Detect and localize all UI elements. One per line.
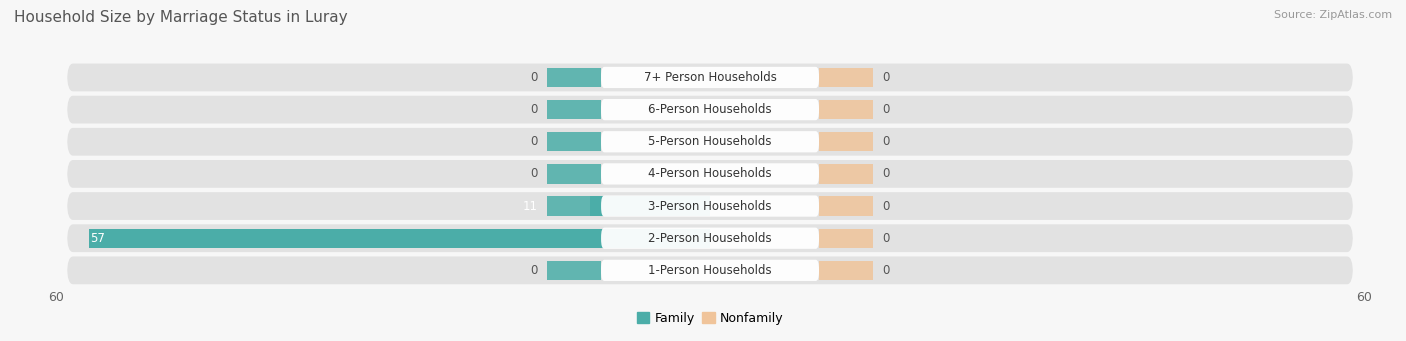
Text: 0: 0 xyxy=(530,135,538,148)
Bar xyxy=(818,164,873,183)
FancyBboxPatch shape xyxy=(602,163,818,184)
Text: 7+ Person Households: 7+ Person Households xyxy=(644,71,776,84)
Bar xyxy=(591,196,710,216)
Bar xyxy=(547,100,602,119)
Text: 2-Person Households: 2-Person Households xyxy=(648,232,772,245)
Bar xyxy=(89,228,710,248)
Bar xyxy=(547,228,602,248)
Text: 1-Person Households: 1-Person Households xyxy=(648,264,772,277)
Text: 3-Person Households: 3-Person Households xyxy=(648,199,772,212)
Text: 0: 0 xyxy=(882,135,890,148)
Bar xyxy=(818,68,873,87)
FancyBboxPatch shape xyxy=(602,195,818,217)
Text: Household Size by Marriage Status in Luray: Household Size by Marriage Status in Lur… xyxy=(14,10,347,25)
FancyBboxPatch shape xyxy=(67,63,1353,91)
Bar xyxy=(547,261,602,280)
Text: Source: ZipAtlas.com: Source: ZipAtlas.com xyxy=(1274,10,1392,20)
Text: 0: 0 xyxy=(882,103,890,116)
Text: 0: 0 xyxy=(882,71,890,84)
Legend: Family, Nonfamily: Family, Nonfamily xyxy=(631,307,789,330)
FancyBboxPatch shape xyxy=(602,131,818,152)
Bar xyxy=(547,132,602,151)
FancyBboxPatch shape xyxy=(67,96,1353,123)
Text: 4-Person Households: 4-Person Households xyxy=(648,167,772,180)
FancyBboxPatch shape xyxy=(67,160,1353,188)
Bar xyxy=(818,261,873,280)
Bar xyxy=(818,196,873,216)
FancyBboxPatch shape xyxy=(602,227,818,249)
Bar xyxy=(818,132,873,151)
Text: 0: 0 xyxy=(882,199,890,212)
Text: 0: 0 xyxy=(530,71,538,84)
Text: 5-Person Households: 5-Person Households xyxy=(648,135,772,148)
Text: 0: 0 xyxy=(530,103,538,116)
Text: 0: 0 xyxy=(882,167,890,180)
Text: 0: 0 xyxy=(882,264,890,277)
Bar xyxy=(818,100,873,119)
FancyBboxPatch shape xyxy=(67,224,1353,252)
FancyBboxPatch shape xyxy=(602,99,818,120)
Text: 0: 0 xyxy=(530,167,538,180)
Bar xyxy=(547,164,602,183)
Bar xyxy=(547,68,602,87)
FancyBboxPatch shape xyxy=(67,128,1353,155)
FancyBboxPatch shape xyxy=(67,256,1353,284)
FancyBboxPatch shape xyxy=(602,260,818,281)
Text: 0: 0 xyxy=(530,264,538,277)
Bar xyxy=(547,196,602,216)
Text: 11: 11 xyxy=(523,199,538,212)
FancyBboxPatch shape xyxy=(67,192,1353,220)
FancyBboxPatch shape xyxy=(602,67,818,88)
Text: 6-Person Households: 6-Person Households xyxy=(648,103,772,116)
Text: 0: 0 xyxy=(882,232,890,245)
Text: 57: 57 xyxy=(90,232,105,245)
Bar xyxy=(818,228,873,248)
